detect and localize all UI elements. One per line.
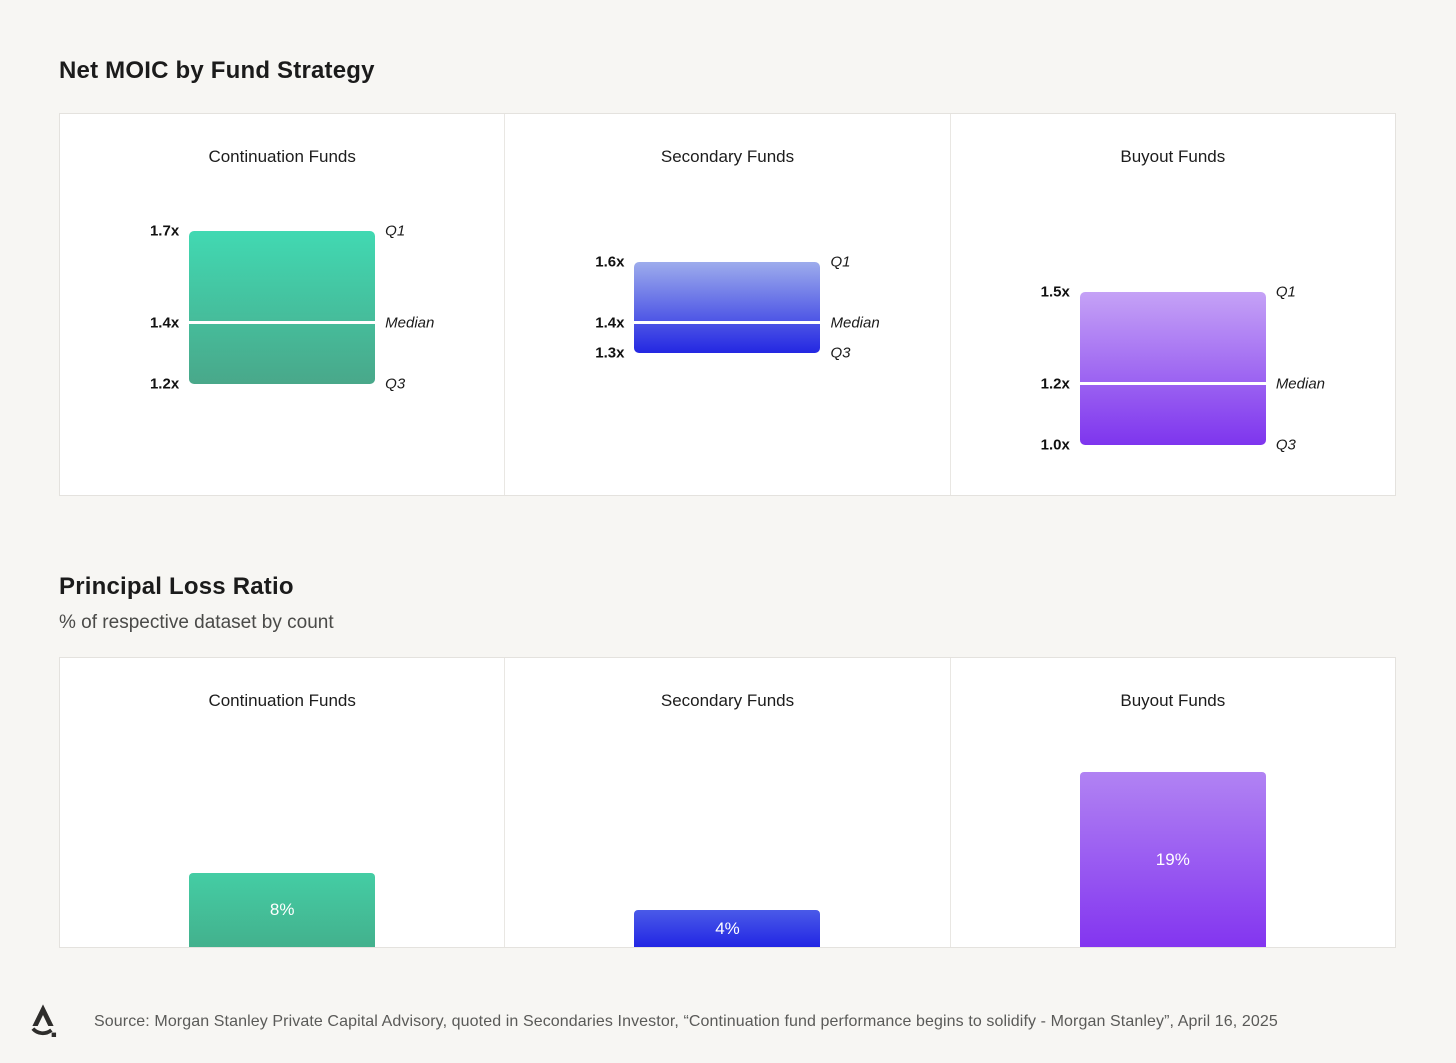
panel-title: Buyout Funds xyxy=(1120,147,1226,166)
panel-title: Buyout Funds xyxy=(1120,691,1226,710)
loss-bar-chart: 8% xyxy=(60,658,504,947)
median-value-label: 1.4x xyxy=(149,314,180,331)
moic-panel-buyout-funds: Buyout Funds 1.5x 1.2x 1.0x Q1 Median Q3 xyxy=(949,114,1395,495)
loss-panel-buyout-funds: Buyout Funds 19% xyxy=(949,658,1395,947)
q3-annotation-label: Q3 xyxy=(385,375,406,392)
quartile-range-box xyxy=(1079,292,1266,445)
loss-bar-chart: 4% xyxy=(505,658,949,947)
median-annotation-label: Median xyxy=(1275,375,1326,392)
moic-range-chart: 1.5x 1.2x 1.0x Q1 Median Q3 xyxy=(951,114,1395,495)
source-attribution: Source: Morgan Stanley Private Capital A… xyxy=(94,1013,1278,1030)
q1-annotation-label: Q1 xyxy=(830,253,851,270)
moic-panel-grid: Continuation Funds 1.7x 1.4x 1.2x Q1 Med… xyxy=(59,113,1396,496)
q1-annotation-label: Q1 xyxy=(385,222,406,240)
bar-value-label: 19% xyxy=(1155,849,1190,869)
loss-section-subtitle: % of respective dataset by count xyxy=(59,612,334,633)
loss-bar-chart: 19% xyxy=(951,658,1395,947)
panel-title: Secondary Funds xyxy=(660,147,795,166)
loss-ratio-bar: 8% xyxy=(189,873,376,947)
quartile-range-box xyxy=(189,231,376,384)
loss-panel-grid: Continuation Funds 8% Secondary Funds 4%… xyxy=(59,657,1396,948)
loss-panel-continuation-funds: Continuation Funds 8% xyxy=(60,658,504,947)
moic-range-chart: 1.7x 1.4x 1.2x Q1 Median Q3 xyxy=(60,114,504,495)
footer: Source: Morgan Stanley Private Capital A… xyxy=(28,1002,1278,1042)
moic-panel-secondary-funds: Secondary Funds 1.6x 1.4x 1.3x Q1 Median… xyxy=(504,114,949,495)
q1-value-label: 1.6x xyxy=(595,253,625,270)
q3-value-label: 1.3x xyxy=(595,344,625,362)
loss-ratio-bar: 19% xyxy=(1079,772,1266,947)
median-value-label: 1.2x xyxy=(1040,375,1070,392)
loss-ratio-bar: 4% xyxy=(634,910,821,947)
q1-annotation-label: Q1 xyxy=(1275,283,1296,301)
bar-value-label: 8% xyxy=(269,900,295,920)
median-annotation-label: Median xyxy=(830,314,880,331)
q3-annotation-label: Q3 xyxy=(1275,436,1296,453)
moic-panel-continuation-funds: Continuation Funds 1.7x 1.4x 1.2x Q1 Med… xyxy=(60,114,504,495)
q3-annotation-label: Q3 xyxy=(830,344,851,362)
median-line xyxy=(634,321,821,324)
q1-value-label: 1.7x xyxy=(149,222,180,240)
median-value-label: 1.4x xyxy=(595,314,625,331)
median-line xyxy=(1079,382,1266,385)
bar-value-label: 4% xyxy=(715,918,740,938)
median-annotation-label: Median xyxy=(385,314,435,331)
panel-title: Continuation Funds xyxy=(208,691,356,710)
stylized-letter-a-logo xyxy=(31,1004,57,1037)
median-line xyxy=(189,321,376,324)
moic-section-title: Net MOIC by Fund Strategy xyxy=(59,57,375,84)
panel-title: Continuation Funds xyxy=(208,147,356,166)
panel-title: Secondary Funds xyxy=(660,691,795,710)
q3-value-label: 1.0x xyxy=(1040,436,1070,453)
moic-range-chart: 1.6x 1.4x 1.3x Q1 Median Q3 xyxy=(505,114,949,495)
q3-value-label: 1.2x xyxy=(149,375,180,392)
loss-panel-secondary-funds: Secondary Funds 4% xyxy=(504,658,949,947)
quartile-range-box xyxy=(634,261,821,353)
loss-section-title: Principal Loss Ratio xyxy=(59,573,294,600)
q1-value-label: 1.5x xyxy=(1040,283,1070,301)
